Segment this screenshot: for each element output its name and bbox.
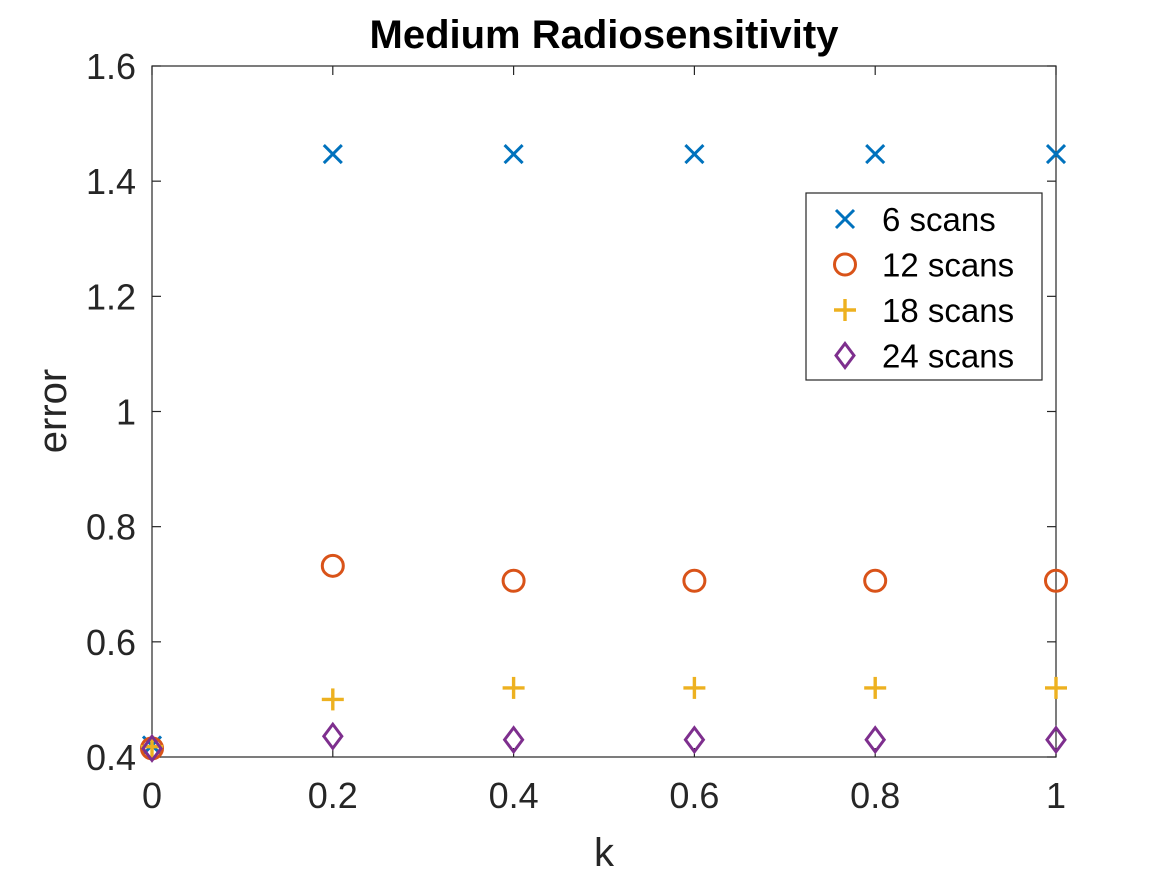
y-tick-label: 1.6 xyxy=(86,46,136,87)
legend-marker xyxy=(834,299,856,321)
legend-marker xyxy=(834,208,856,230)
data-point xyxy=(322,144,343,165)
data-point xyxy=(321,721,344,751)
legend-marker xyxy=(833,252,857,277)
x-tick-label: 0.4 xyxy=(489,775,539,816)
data-point xyxy=(863,568,888,593)
data-point xyxy=(321,688,344,711)
y-tick-label: 0.4 xyxy=(86,737,136,778)
data-point xyxy=(864,676,887,699)
y-tick-label: 0.6 xyxy=(86,622,136,663)
y-tick-label: 0.8 xyxy=(86,507,136,548)
legend-marker xyxy=(834,341,856,370)
y-tick-label: 1 xyxy=(116,392,136,433)
y-tick-label: 1.4 xyxy=(86,161,136,202)
legend: 6 scans 12 scans 18 scans 24 scans xyxy=(805,192,1043,381)
legend-item: 12 scans xyxy=(833,247,1014,284)
y-axis-label: error xyxy=(31,369,75,453)
legend-item: 18 scans xyxy=(834,292,1014,329)
data-point xyxy=(864,725,887,755)
data-point xyxy=(1044,568,1068,593)
data-point xyxy=(1045,144,1067,165)
data-point xyxy=(684,144,705,165)
legend-label: 24 scans xyxy=(882,338,1014,375)
series-24-scans xyxy=(141,721,1067,763)
marker-stroke xyxy=(1045,144,1067,165)
y-tick-label: 1.2 xyxy=(86,276,136,317)
data-point xyxy=(1045,725,1067,755)
data-point xyxy=(682,568,707,593)
marker-stroke xyxy=(865,144,886,165)
plot-area: 0 0.2 0.4 0.6 0.8 1 0.4 0.6 0.8 1 1.2 1.4 1.6 xyxy=(86,46,1068,816)
series-18-scans xyxy=(141,676,1067,758)
marker-stroke xyxy=(834,208,856,230)
data-point xyxy=(141,733,163,763)
data-point xyxy=(683,725,706,755)
data-point xyxy=(683,676,706,699)
legend-box xyxy=(805,192,1043,381)
marker-stroke xyxy=(322,144,343,165)
x-tick-label: 0 xyxy=(142,775,162,816)
data-point xyxy=(502,676,525,699)
x-tick-label: 0.8 xyxy=(850,775,900,816)
data-point xyxy=(865,144,886,165)
marker-stroke xyxy=(503,144,524,165)
marker-stroke xyxy=(684,144,705,165)
data-point xyxy=(503,144,524,165)
chart-title: Medium Radiosensitivity xyxy=(370,13,840,57)
data-point xyxy=(502,725,525,755)
legend-label: 6 scans xyxy=(882,201,996,238)
x-tick-label: 0.6 xyxy=(669,775,719,816)
legend-label: 12 scans xyxy=(882,247,1014,284)
legend-label: 18 scans xyxy=(882,292,1014,329)
data-point xyxy=(320,553,345,578)
x-tick-label: 0.2 xyxy=(308,775,358,816)
legend-item: 6 scans xyxy=(834,201,996,238)
legend-item: 24 scans xyxy=(834,338,1014,375)
data-point xyxy=(1045,676,1067,699)
data-point xyxy=(501,568,526,593)
x-axis-label: k xyxy=(594,831,615,875)
x-tick-label: 1 xyxy=(1046,775,1066,816)
